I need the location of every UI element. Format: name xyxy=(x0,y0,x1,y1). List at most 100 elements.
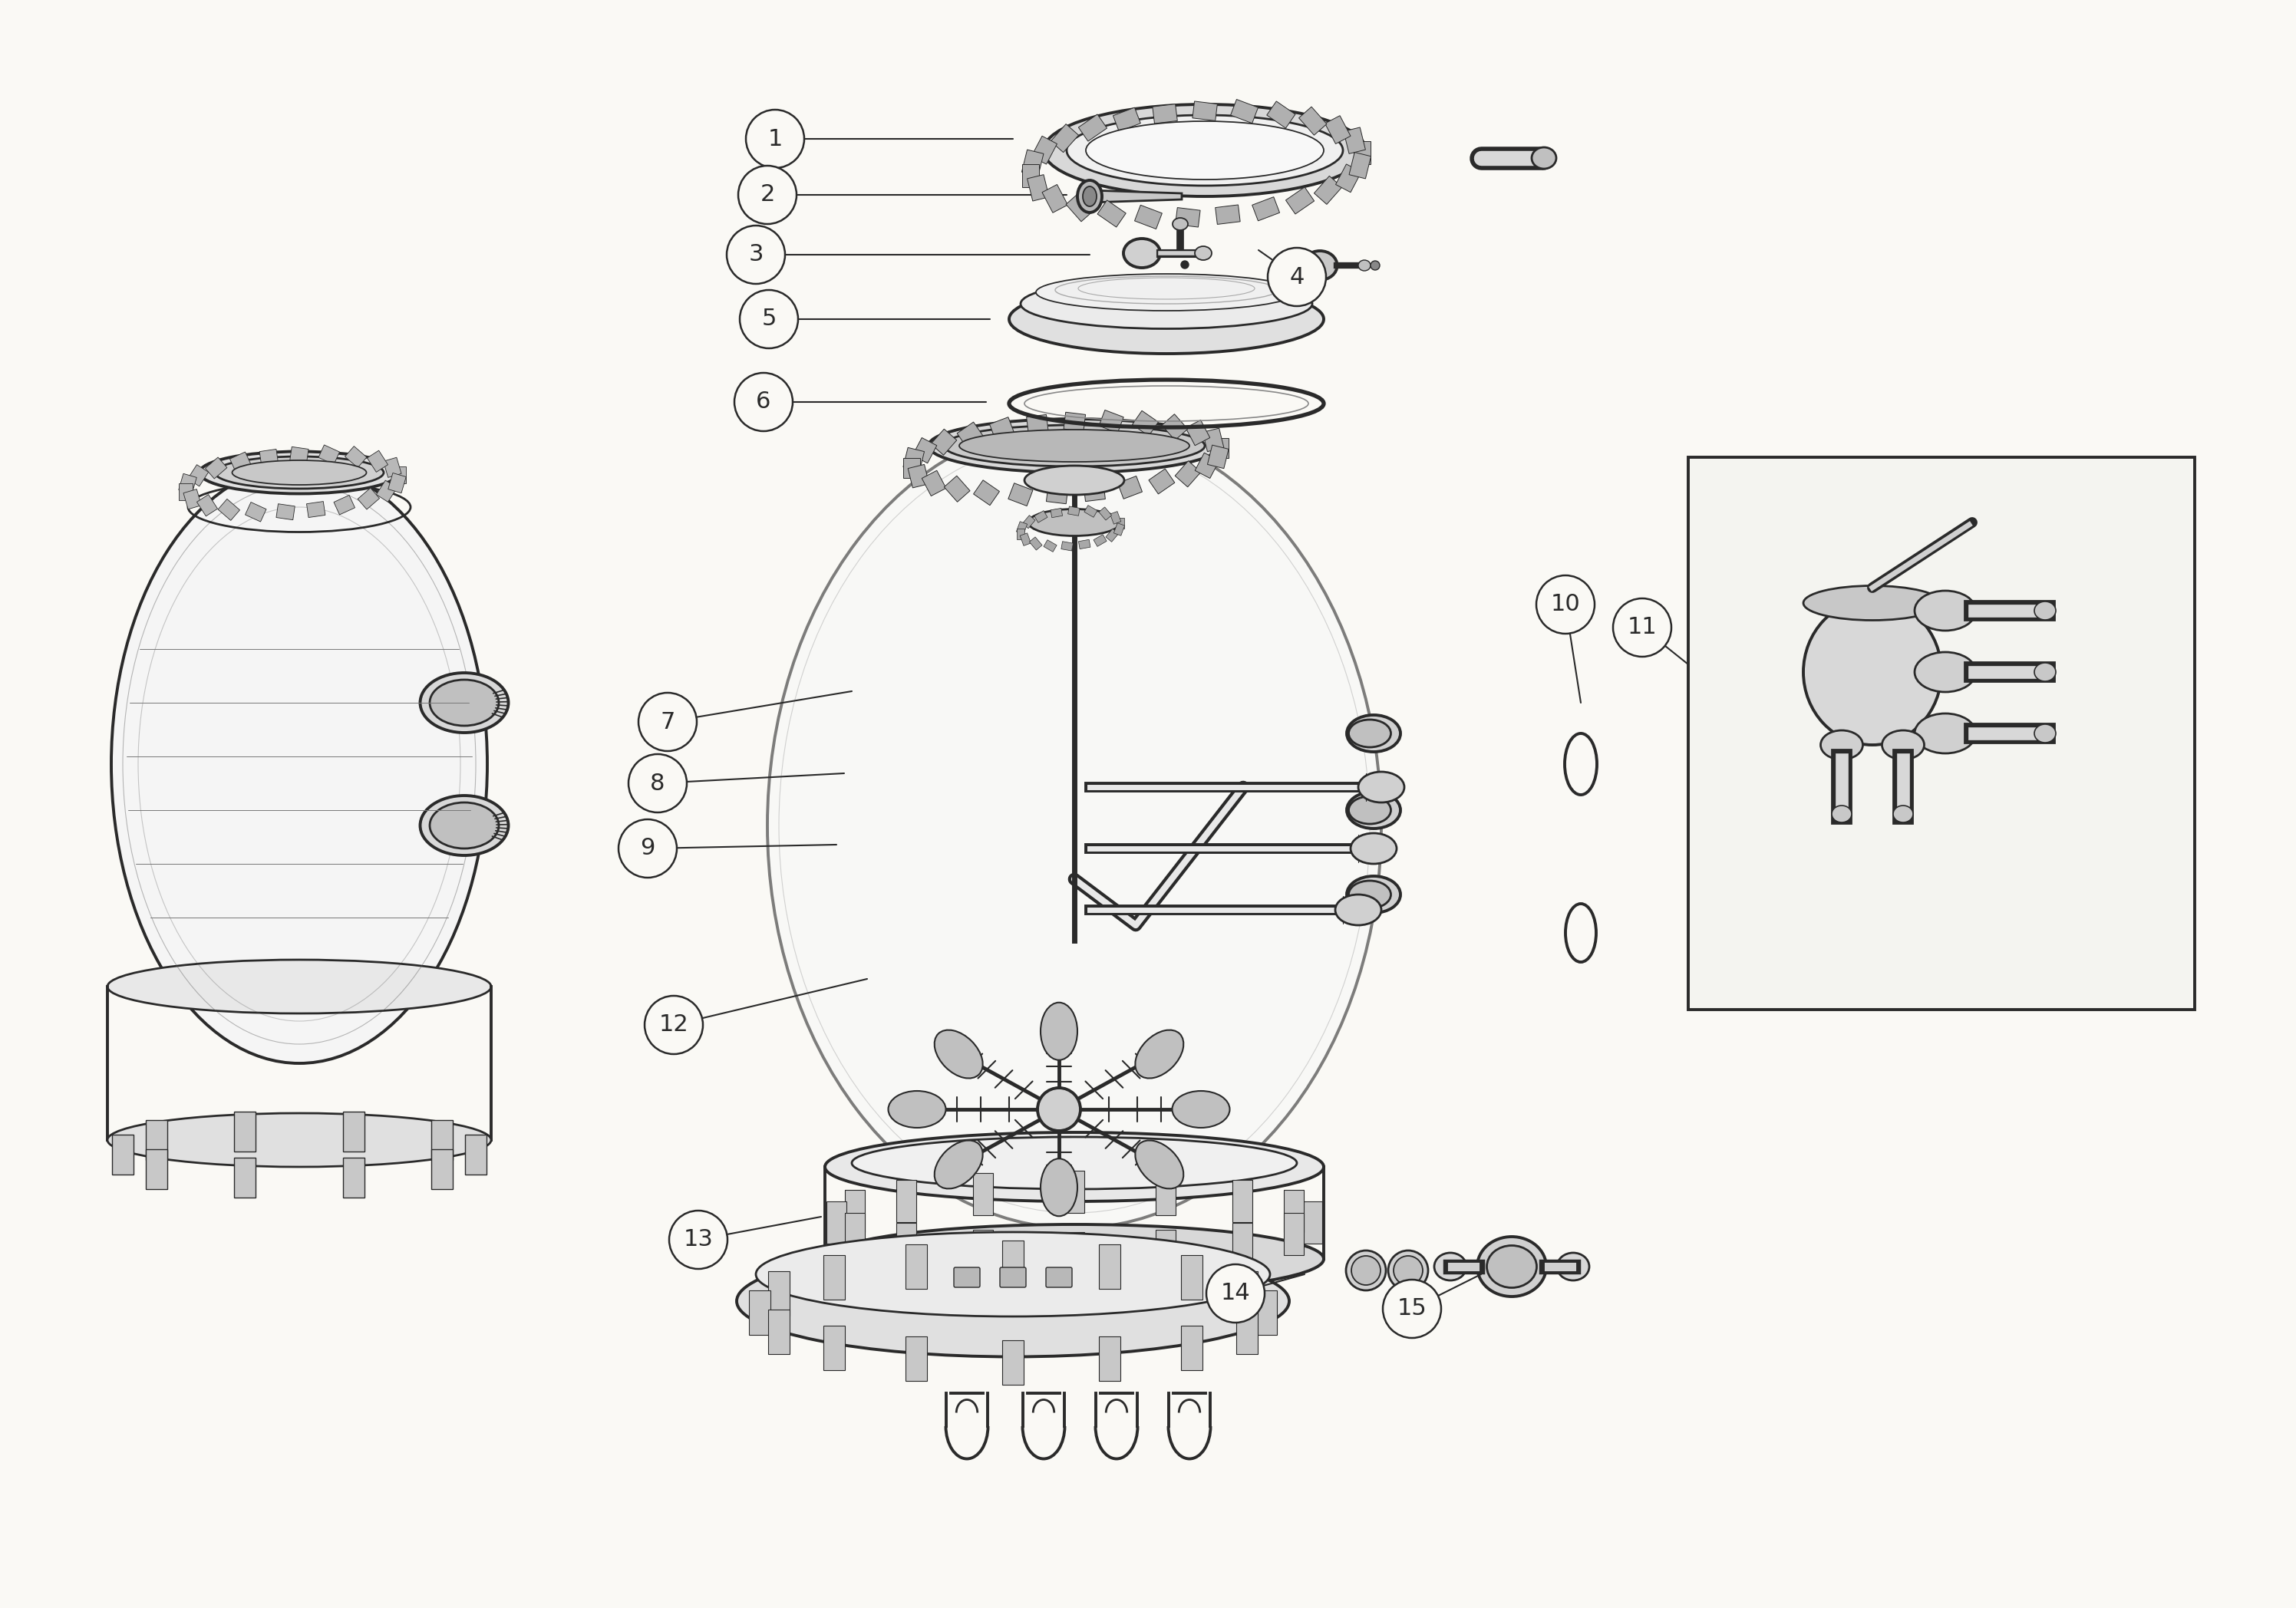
Ellipse shape xyxy=(1394,1256,1424,1285)
Bar xyxy=(1097,199,1125,227)
Ellipse shape xyxy=(1350,833,1396,863)
Text: 10: 10 xyxy=(1550,593,1580,616)
Bar xyxy=(1052,124,1079,153)
Bar xyxy=(1063,412,1086,431)
Circle shape xyxy=(1382,1280,1442,1338)
Bar xyxy=(748,1290,771,1335)
Bar xyxy=(1256,1290,1277,1335)
Bar xyxy=(1107,529,1118,542)
Bar xyxy=(234,1111,255,1151)
Bar xyxy=(905,1245,928,1290)
Ellipse shape xyxy=(1883,730,1924,759)
Ellipse shape xyxy=(1077,180,1102,212)
Bar xyxy=(824,1325,845,1370)
Bar xyxy=(145,1150,168,1188)
Bar xyxy=(1100,507,1111,521)
Ellipse shape xyxy=(1476,1237,1545,1296)
Ellipse shape xyxy=(928,418,1219,473)
Bar xyxy=(432,1150,452,1188)
Ellipse shape xyxy=(420,672,507,733)
Bar xyxy=(1283,1190,1304,1232)
Bar xyxy=(845,1190,866,1232)
Ellipse shape xyxy=(1336,894,1382,925)
Bar xyxy=(259,449,278,465)
Text: 5: 5 xyxy=(762,309,776,330)
Ellipse shape xyxy=(1359,772,1405,802)
Bar xyxy=(1162,415,1187,441)
Ellipse shape xyxy=(1134,1031,1182,1079)
Ellipse shape xyxy=(944,425,1205,466)
Bar xyxy=(145,1121,168,1159)
Text: 1: 1 xyxy=(767,127,783,150)
Circle shape xyxy=(735,373,792,431)
Ellipse shape xyxy=(737,1246,1288,1357)
Ellipse shape xyxy=(1348,716,1401,753)
Bar xyxy=(230,452,250,471)
Bar xyxy=(895,1224,916,1265)
Bar xyxy=(1194,453,1219,478)
Ellipse shape xyxy=(1068,116,1343,185)
Bar xyxy=(1022,515,1035,529)
Ellipse shape xyxy=(824,1132,1325,1201)
Text: 14: 14 xyxy=(1221,1282,1251,1304)
Bar xyxy=(1176,461,1201,487)
Ellipse shape xyxy=(1022,278,1313,328)
Ellipse shape xyxy=(1915,653,1977,691)
Ellipse shape xyxy=(429,802,498,849)
Bar xyxy=(1033,511,1047,523)
Ellipse shape xyxy=(1488,1246,1536,1288)
Text: 2: 2 xyxy=(760,183,774,206)
Bar xyxy=(1084,482,1104,502)
Circle shape xyxy=(638,693,696,751)
Bar xyxy=(1079,540,1091,548)
Circle shape xyxy=(1205,1264,1265,1323)
Circle shape xyxy=(668,1211,728,1269)
Circle shape xyxy=(739,289,799,349)
FancyBboxPatch shape xyxy=(953,1267,980,1288)
Text: 3: 3 xyxy=(748,243,762,265)
Ellipse shape xyxy=(1389,1251,1428,1290)
Bar xyxy=(1019,532,1031,545)
Ellipse shape xyxy=(1531,148,1557,169)
Bar xyxy=(1302,1201,1322,1243)
Text: 9: 9 xyxy=(641,838,654,860)
Ellipse shape xyxy=(1035,273,1297,310)
Bar xyxy=(921,471,946,495)
Circle shape xyxy=(746,109,804,167)
Circle shape xyxy=(645,995,703,1055)
Bar xyxy=(974,481,999,505)
Bar xyxy=(1100,1336,1120,1381)
Bar xyxy=(974,1174,994,1216)
Ellipse shape xyxy=(1029,510,1120,535)
Bar xyxy=(1155,1230,1176,1272)
Ellipse shape xyxy=(1084,187,1097,206)
Bar xyxy=(1180,1325,1203,1370)
Bar xyxy=(1001,1240,1024,1285)
Bar xyxy=(1180,1256,1203,1299)
Bar xyxy=(388,473,406,494)
Circle shape xyxy=(1180,260,1189,269)
Bar xyxy=(1233,1224,1254,1265)
Ellipse shape xyxy=(1557,1253,1589,1280)
Bar xyxy=(974,1230,994,1272)
Ellipse shape xyxy=(852,1137,1297,1190)
Ellipse shape xyxy=(1045,105,1366,196)
Bar xyxy=(1045,540,1056,552)
Ellipse shape xyxy=(1802,600,1942,745)
Ellipse shape xyxy=(1173,1090,1231,1127)
Bar xyxy=(1068,507,1079,516)
FancyBboxPatch shape xyxy=(999,1267,1026,1288)
Text: 6: 6 xyxy=(755,391,771,413)
Bar xyxy=(289,447,308,463)
Bar xyxy=(1065,193,1093,222)
Bar xyxy=(1176,207,1201,227)
Ellipse shape xyxy=(1345,1251,1387,1290)
Ellipse shape xyxy=(216,457,383,489)
Bar xyxy=(957,421,983,447)
Bar xyxy=(1026,175,1049,201)
Bar xyxy=(367,450,388,473)
Ellipse shape xyxy=(108,960,491,1013)
Bar xyxy=(1114,108,1141,132)
Bar xyxy=(1235,1309,1258,1354)
Ellipse shape xyxy=(1123,238,1159,269)
